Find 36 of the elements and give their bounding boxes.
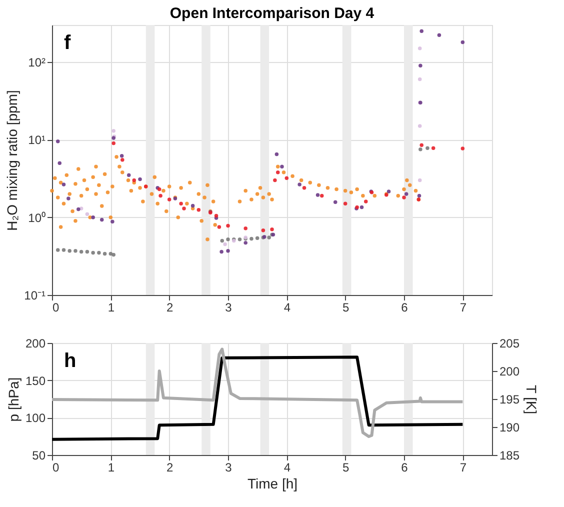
y-tick-label: 10¹ (28, 133, 46, 148)
x-tick-label: 0 (52, 300, 60, 314)
y-axis-title: p [hPa] (5, 377, 22, 422)
x-tick-label: 4 (284, 300, 291, 314)
x-tick-label: 2 (166, 300, 174, 314)
x-tick-label: 7 (460, 460, 467, 474)
x-tick-label: 3 (225, 460, 232, 474)
y-tick-label: 100 (25, 411, 46, 426)
x-tick-label: 7 (460, 300, 467, 314)
x-tick-label: 3 (225, 300, 232, 314)
y2-axis-title: T [K] (524, 384, 540, 414)
y-axis-title: H₂O mixing ratio [ppm] (4, 90, 20, 231)
y-tick-label: 200 (25, 336, 46, 350)
x-axis-title: Time [h] (247, 476, 298, 492)
x-tick-label: 5 (342, 300, 350, 314)
annotation: h (64, 350, 76, 372)
x-tick-label: 6 (401, 300, 408, 314)
y-tick-label: 10⁻¹ (24, 288, 46, 302)
y2-tick-label: 190 (500, 420, 520, 434)
x-tick-label: 2 (166, 460, 174, 474)
chart-title: Open Intercomparison Day 4 (170, 5, 375, 22)
y2-tick-label: 195 (500, 392, 520, 406)
x-tick-label: 6 (401, 460, 408, 474)
x-tick-label: 1 (108, 460, 115, 474)
y-tick-label: 50 (32, 448, 46, 462)
x-tick-label: 4 (284, 460, 291, 474)
x-tick-label: 1 (108, 300, 115, 314)
y-tick-label: 10⁰ (28, 210, 46, 225)
annotation: f (64, 32, 71, 54)
x-tick-label: 5 (342, 460, 350, 474)
y2-tick-label: 185 (500, 448, 520, 462)
y-tick-label: 150 (25, 374, 46, 388)
x-tick-label: 0 (52, 460, 60, 474)
y2-tick-label: 205 (500, 336, 520, 350)
y-tick-label: 10² (28, 56, 46, 70)
y2-tick-label: 200 (500, 364, 520, 378)
